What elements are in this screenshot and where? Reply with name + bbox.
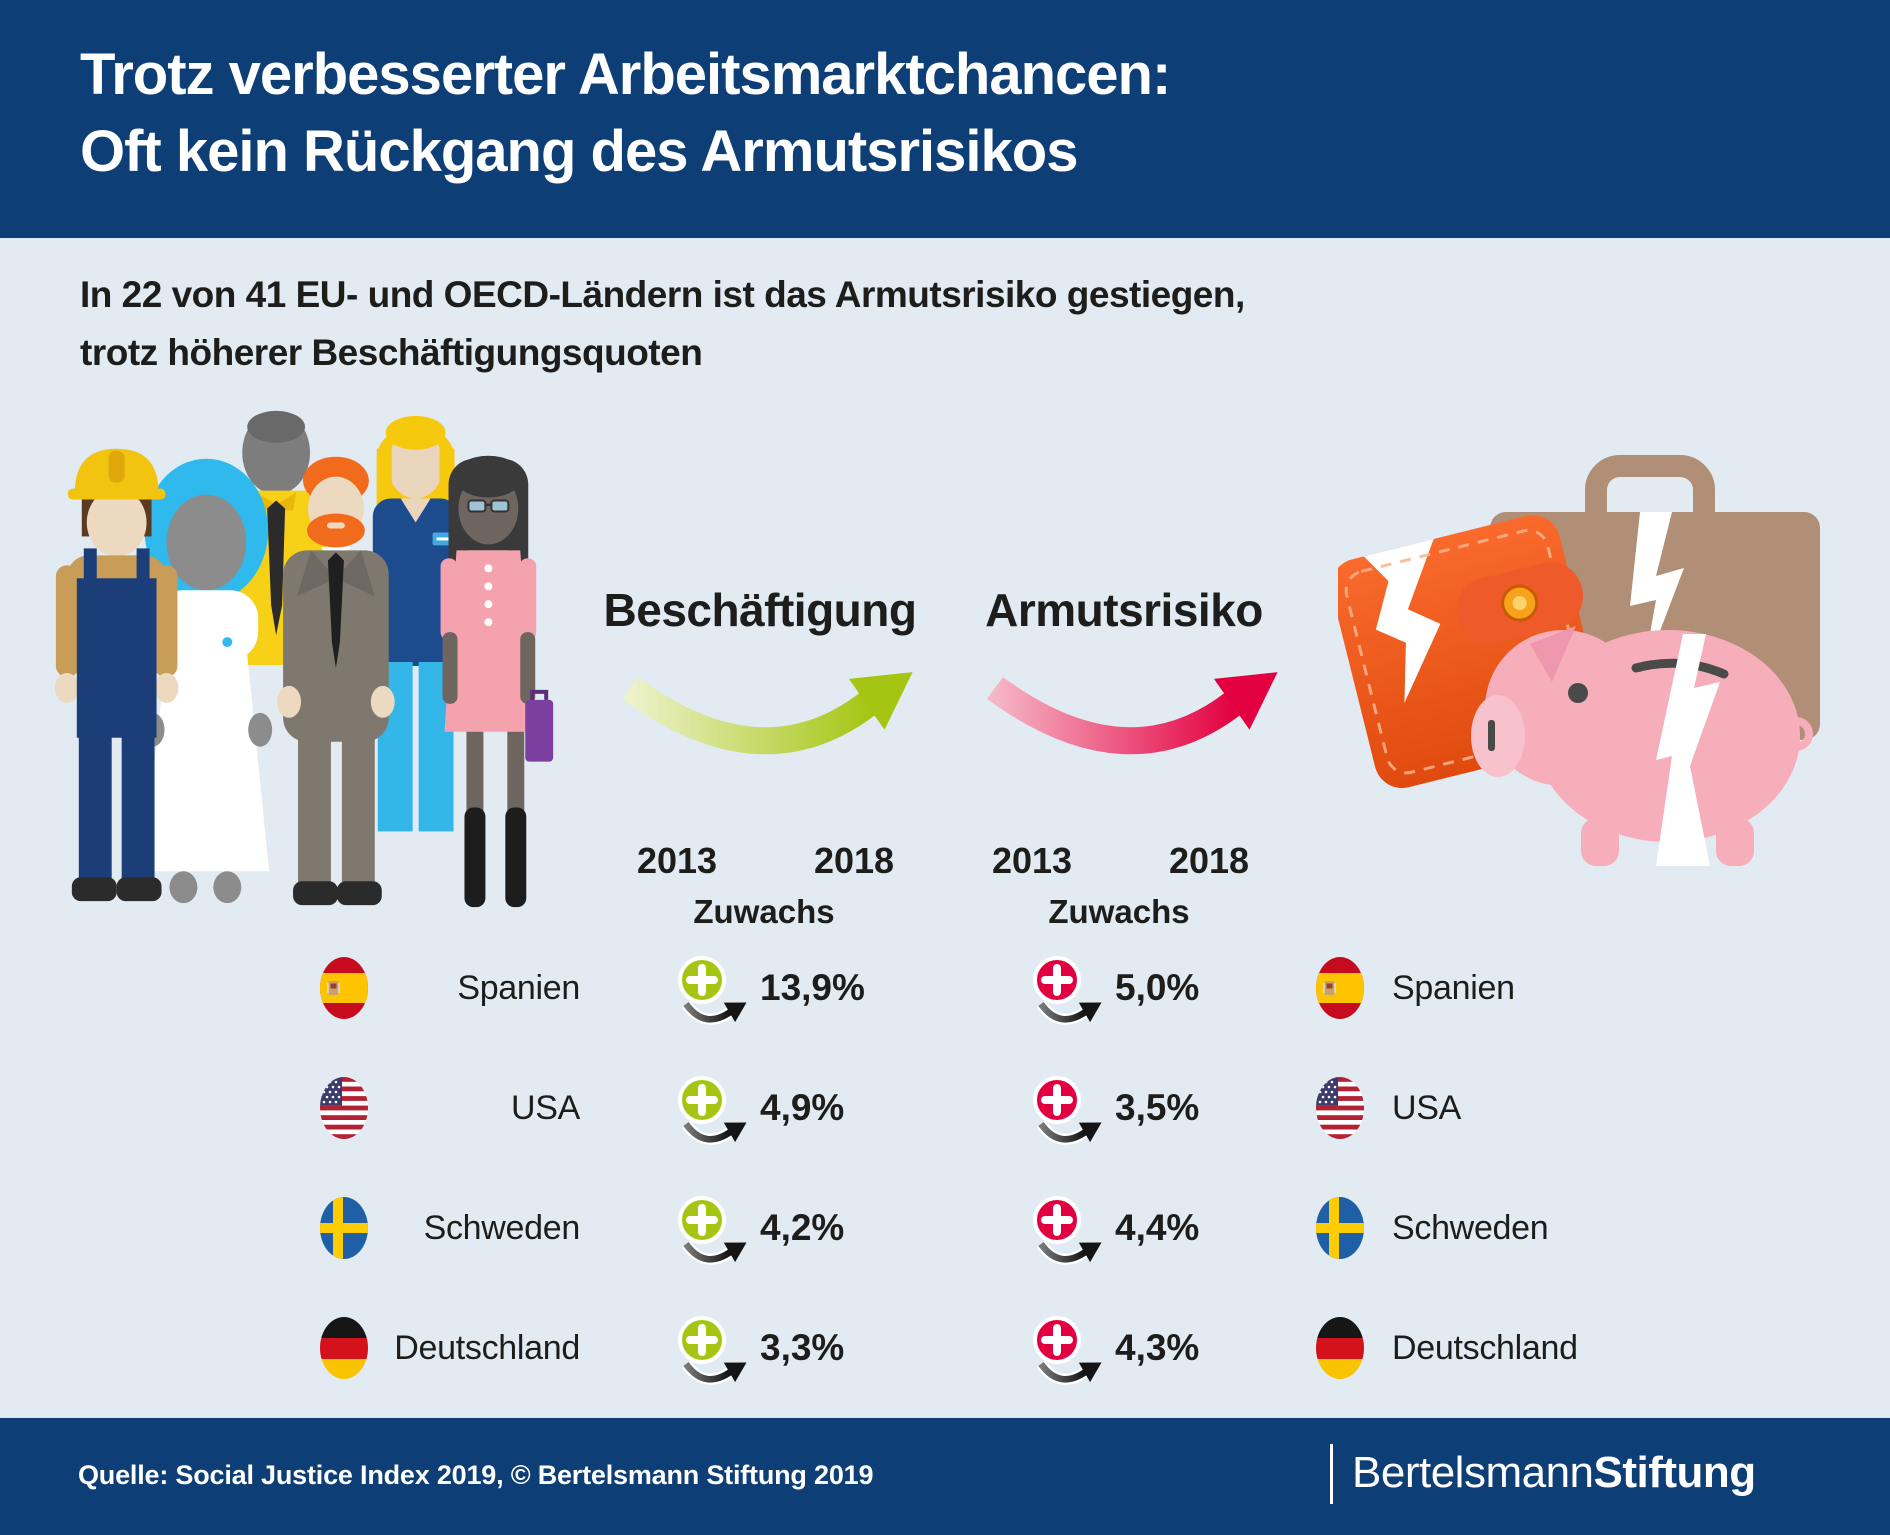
table-row-sweden: Schweden 4,2% 4,4% Schweden <box>0 1168 1890 1288</box>
brand-regular: Bertelsmann <box>1352 1448 1594 1497</box>
plus-circle-green-icon <box>676 1314 758 1390</box>
brand-divider <box>1330 1444 1333 1504</box>
country-label: Schweden <box>423 1208 581 1247</box>
spain-flag-icon <box>1316 957 1364 1019</box>
broken-finances-illustration-icon <box>1338 455 1820 866</box>
brand-bold: Stiftung <box>1593 1448 1757 1497</box>
germany-flag-icon <box>320 1317 368 1379</box>
country-table: Spanien 13,9% 5,0% Spanien USA 4,9% <box>0 928 1890 1408</box>
usa-flag-icon <box>1316 1077 1364 1139</box>
subtitle-line-1: In 22 von 41 EU- und OECD-Ländern ist da… <box>80 274 1245 315</box>
employment-year-end: 2018 <box>813 840 895 881</box>
poverty-growth-value: 5,0% <box>1115 967 1200 1008</box>
plus-circle-green-icon <box>676 1074 758 1150</box>
workers-illustration-icon <box>54 410 554 908</box>
title-line-2: Oft kein Rückgang des Armutsrisikos <box>80 119 1078 184</box>
spain-flag-icon <box>320 957 368 1019</box>
employment-growth-value: 3,3% <box>760 1327 845 1368</box>
page-title: Trotz verbesserter Arbeitsmarktchancen: … <box>80 36 1171 190</box>
poverty-growth-value: 4,4% <box>1115 1207 1200 1248</box>
plus-circle-red-icon <box>1031 954 1113 1030</box>
header-band <box>0 0 1890 238</box>
source-note: Quelle: Social Justice Index 2019, © Ber… <box>78 1460 874 1490</box>
subtitle-line-2: trotz höherer Beschäftigungsquoten <box>80 332 703 373</box>
plus-circle-green-icon <box>676 954 758 1030</box>
sweden-flag-icon <box>1316 1197 1364 1259</box>
poverty-arrow-icon <box>986 672 1278 755</box>
usa-flag-icon <box>320 1077 368 1139</box>
country-label: Schweden <box>1392 1208 1549 1247</box>
title-line-1: Trotz verbesserter Arbeitsmarktchancen: <box>80 42 1171 107</box>
poverty-growth-value: 3,5% <box>1115 1087 1200 1128</box>
poverty-growth-value: 4,3% <box>1115 1327 1200 1368</box>
plus-circle-red-icon <box>1031 1194 1113 1270</box>
employment-year-start: 2013 <box>636 840 718 881</box>
poverty-year-end: 2018 <box>1168 840 1250 881</box>
brand-logo: BertelsmannStiftung <box>1352 1448 1756 1498</box>
poverty-column-title: Armutsrisiko <box>985 584 1263 636</box>
employment-growth-value: 4,2% <box>760 1207 845 1248</box>
table-row-usa: USA 4,9% 3,5% USA <box>0 1048 1890 1168</box>
germany-flag-icon <box>1316 1317 1364 1379</box>
plus-circle-red-icon <box>1031 1074 1113 1150</box>
subtitle: In 22 von 41 EU- und OECD-Ländern ist da… <box>80 266 1245 382</box>
country-label: Deutschland <box>394 1328 580 1367</box>
poverty-growth-label: Zuwachs <box>1048 893 1190 930</box>
footer-band <box>0 1418 1890 1535</box>
country-label: Spanien <box>457 968 580 1007</box>
broken-piggy-bank-icon <box>1471 626 1813 866</box>
country-label: USA <box>1392 1088 1462 1127</box>
country-label: Spanien <box>1392 968 1515 1007</box>
plus-circle-red-icon <box>1031 1314 1113 1390</box>
country-label: USA <box>510 1088 580 1127</box>
employment-column-title: Beschäftigung <box>603 584 917 636</box>
plus-circle-green-icon <box>676 1194 758 1270</box>
table-row-spain: Spanien 13,9% 5,0% Spanien <box>0 928 1890 1048</box>
employment-growth-value: 4,9% <box>760 1087 845 1128</box>
employment-growth-label: Zuwachs <box>693 893 835 930</box>
table-row-germany: Deutschland 3,3% 4,3% Deutschland <box>0 1288 1890 1408</box>
sweden-flag-icon <box>320 1197 368 1259</box>
employment-arrow-icon <box>621 672 913 755</box>
country-label: Deutschland <box>1392 1328 1578 1367</box>
poverty-year-start: 2013 <box>991 840 1073 881</box>
employment-growth-value: 13,9% <box>760 967 865 1008</box>
